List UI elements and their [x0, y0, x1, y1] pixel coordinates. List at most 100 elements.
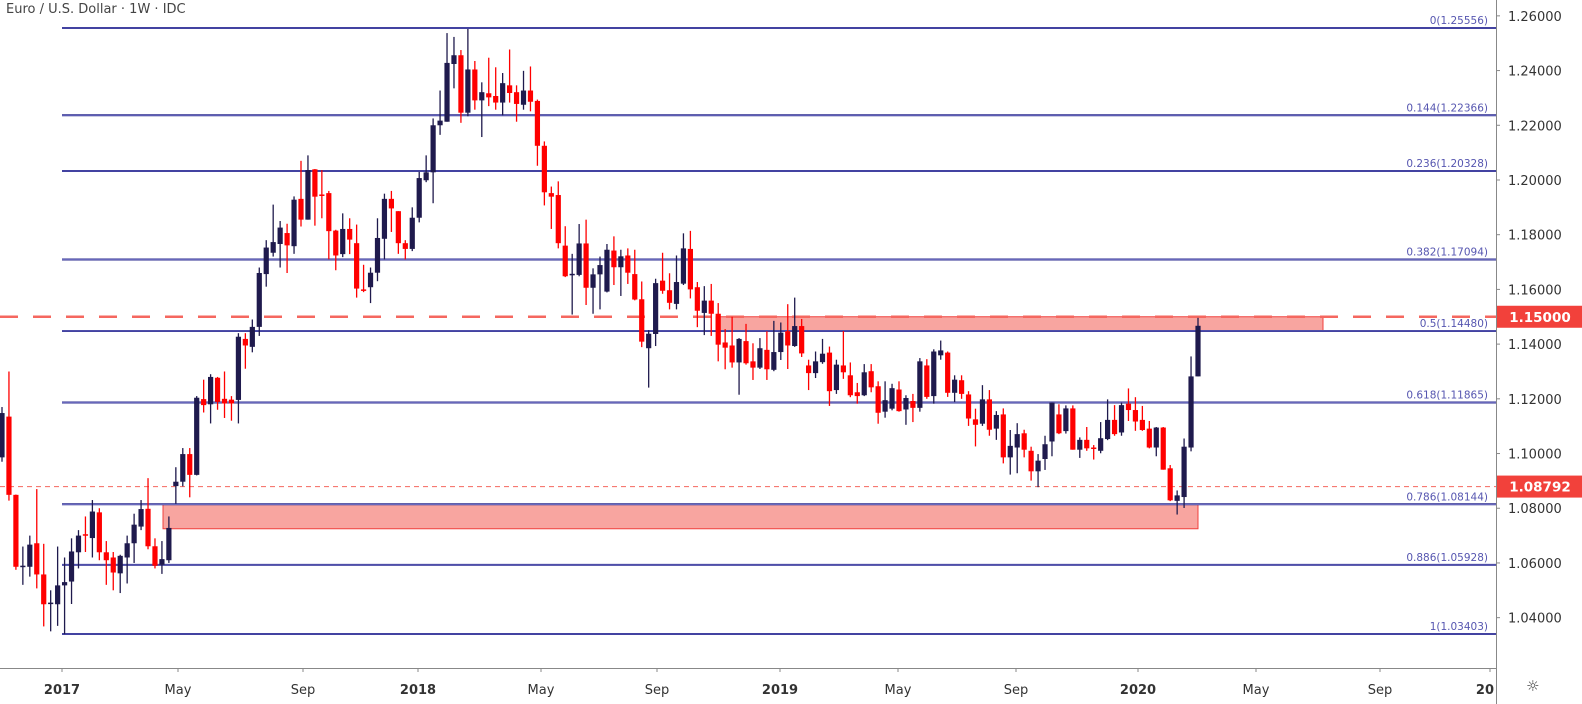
- candle-body: [263, 247, 269, 275]
- x-tick-label: 2019: [762, 683, 798, 698]
- candle-body: [173, 481, 179, 487]
- x-tick-label: Sep: [1004, 683, 1029, 698]
- candle: [1084, 427, 1090, 451]
- candle: [1007, 430, 1013, 475]
- candle: [826, 346, 833, 406]
- candle: [27, 535, 33, 577]
- gear-icon[interactable]: ☼: [1526, 677, 1540, 695]
- y-tick-label: 1.20000: [1508, 174, 1562, 189]
- candle-body: [1111, 419, 1118, 435]
- candle: [34, 489, 40, 589]
- candle-body: [861, 372, 867, 396]
- candle-body: [493, 96, 499, 103]
- candle: [764, 331, 770, 380]
- y-tick-label: 1.08000: [1508, 502, 1562, 517]
- price-badge-label: 1.15000: [1509, 310, 1571, 326]
- candle-body: [1070, 408, 1076, 450]
- candle: [910, 393, 916, 423]
- x-tick-label: May: [528, 683, 555, 698]
- candle-body: [701, 300, 707, 313]
- candle: [208, 374, 214, 424]
- candle: [486, 57, 492, 107]
- candle: [1125, 388, 1132, 421]
- candle: [138, 500, 144, 531]
- candle: [1118, 402, 1125, 436]
- candle-body: [298, 198, 304, 220]
- candle: [687, 230, 693, 299]
- candle-body: [277, 227, 283, 244]
- candle: [1056, 404, 1062, 435]
- candle-body: [41, 574, 47, 605]
- fib-level-label: 0.236(1.20328): [1406, 158, 1488, 170]
- candle-body: [1153, 427, 1159, 448]
- candle: [388, 190, 394, 232]
- candle-body: [110, 557, 116, 573]
- candle: [1063, 405, 1069, 434]
- candle-body: [965, 394, 972, 419]
- candle-body: [583, 243, 589, 288]
- candle: [430, 118, 436, 204]
- candle-body: [68, 551, 75, 582]
- candle: [569, 253, 575, 315]
- candle: [451, 36, 457, 89]
- candle: [771, 320, 777, 372]
- candle: [173, 467, 179, 504]
- candle-body: [1084, 439, 1090, 449]
- candle-body: [374, 237, 381, 273]
- candle: [1195, 317, 1201, 377]
- candle-body: [812, 361, 819, 374]
- candle-body: [743, 341, 749, 364]
- x-tick-label: May: [1243, 683, 1270, 698]
- candle-body: [1063, 408, 1069, 432]
- candle-body: [666, 290, 673, 303]
- candle-body: [1035, 460, 1041, 472]
- candle-body: [799, 326, 805, 354]
- candle-body: [13, 494, 19, 567]
- candle: [958, 375, 965, 399]
- candle: [298, 160, 304, 227]
- y-tick-label: 1.24000: [1508, 65, 1562, 80]
- candle-body: [903, 398, 909, 410]
- fib-level-label: 0.5(1.14480): [1420, 318, 1488, 330]
- candle-body: [333, 230, 339, 256]
- price-badge: [1497, 305, 1582, 328]
- candle: [965, 391, 972, 426]
- candle: [507, 49, 513, 103]
- candle-body: [48, 602, 54, 605]
- candle: [284, 223, 290, 273]
- resistance-zone: [162, 503, 1199, 530]
- candle: [55, 546, 61, 626]
- candle-body: [347, 228, 353, 240]
- candle: [6, 371, 12, 501]
- candle-body: [55, 585, 61, 605]
- candle: [1139, 405, 1145, 431]
- candle: [743, 323, 749, 365]
- candle: [256, 267, 262, 336]
- candle-body: [61, 582, 68, 586]
- candle-body: [75, 535, 82, 553]
- candle-body: [979, 399, 986, 424]
- candle-body: [778, 332, 784, 353]
- y-tick-label: 1.04000: [1508, 612, 1562, 627]
- candle: [180, 448, 186, 487]
- candle: [597, 256, 603, 310]
- candle-body: [354, 243, 360, 289]
- x-tick-label: Sep: [645, 683, 670, 698]
- candle: [666, 273, 673, 310]
- candle: [979, 385, 986, 426]
- candle: [618, 249, 624, 296]
- candle-body: [235, 336, 242, 400]
- candle-body: [958, 380, 965, 394]
- candle: [360, 264, 367, 293]
- candle-body: [326, 193, 332, 232]
- candle-body: [402, 243, 408, 249]
- candle: [145, 478, 151, 550]
- candle: [402, 240, 408, 260]
- candle: [625, 248, 631, 284]
- candle-body: [242, 338, 248, 346]
- candle: [917, 358, 923, 412]
- candle: [500, 73, 506, 116]
- candle-body: [680, 248, 687, 284]
- candle: [312, 169, 318, 226]
